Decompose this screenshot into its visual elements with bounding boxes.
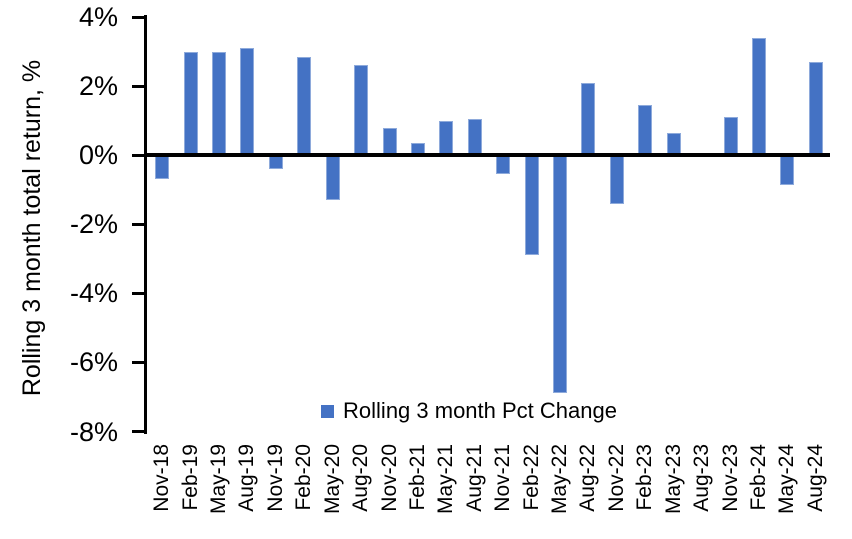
y-axis-line bbox=[143, 15, 147, 434]
x-axis-label-feb-23: Feb-23 bbox=[633, 444, 657, 511]
x-axis-label-may-22: May-22 bbox=[548, 444, 572, 515]
bar-feb-21 bbox=[410, 143, 425, 156]
bar-aug-21 bbox=[467, 118, 482, 156]
x-axis-label-nov-23: Nov-23 bbox=[718, 444, 742, 512]
y-axis-tick-mark bbox=[131, 430, 144, 433]
bar-aug-20 bbox=[354, 65, 369, 156]
y-axis-tick-label: 4% bbox=[78, 2, 118, 32]
bar-feb-23 bbox=[638, 105, 653, 156]
x-axis-label-aug-24: Aug-24 bbox=[803, 444, 827, 512]
bar-aug-19 bbox=[240, 48, 255, 156]
bar-may-23 bbox=[666, 132, 681, 156]
x-axis-label-feb-20: Feb-20 bbox=[292, 444, 316, 511]
bar-may-22 bbox=[553, 155, 568, 394]
bar-feb-20 bbox=[297, 56, 312, 156]
x-axis-label-nov-22: Nov-22 bbox=[604, 444, 628, 512]
bar-feb-24 bbox=[751, 37, 766, 156]
y-axis-tick-label: -8% bbox=[69, 416, 118, 447]
x-axis-label-feb-24: Feb-24 bbox=[746, 444, 770, 511]
legend-entry: Rolling 3 month Pct Change bbox=[321, 397, 617, 425]
x-axis-label-may-20: May-20 bbox=[320, 444, 344, 515]
bar-may-20 bbox=[325, 155, 340, 201]
x-axis-label-may-19: May-19 bbox=[207, 444, 231, 515]
legend-swatch-icon bbox=[321, 404, 335, 418]
bar-may-24 bbox=[780, 155, 795, 185]
x-axis-label-feb-22: Feb-22 bbox=[519, 444, 543, 511]
bar-may-21 bbox=[439, 120, 454, 156]
bar-feb-19 bbox=[183, 51, 198, 156]
y-axis-tick-label: 0% bbox=[78, 140, 118, 171]
x-axis-label-nov-18: Nov-18 bbox=[150, 444, 174, 512]
bar-feb-22 bbox=[524, 155, 539, 256]
y-axis-tick-label: -6% bbox=[69, 347, 118, 378]
x-axis-label-nov-19: Nov-19 bbox=[263, 444, 287, 512]
x-axis-label-feb-21: Feb-21 bbox=[405, 444, 429, 511]
bar-nov-23 bbox=[723, 117, 738, 156]
y-axis-tick-label: -2% bbox=[69, 209, 118, 240]
y-axis-tick-mark bbox=[131, 360, 144, 364]
x-axis-label-aug-19: Aug-19 bbox=[235, 444, 259, 512]
bar-nov-20 bbox=[382, 127, 397, 156]
x-axis-label-aug-22: Aug-22 bbox=[576, 444, 600, 512]
zero-axis-line bbox=[143, 153, 830, 158]
y-axis-tick-mark bbox=[131, 15, 144, 19]
legend: Rolling 3 month Pct Change bbox=[148, 397, 830, 425]
x-axis-label-may-21: May-21 bbox=[434, 444, 458, 515]
y-axis-tick-label: 2% bbox=[78, 71, 118, 102]
y-axis-tick-mark bbox=[131, 84, 144, 88]
x-axis-label-may-23: May-23 bbox=[661, 444, 685, 515]
x-axis-label-feb-19: Feb-19 bbox=[178, 444, 202, 511]
legend-label: Rolling 3 month Pct Change bbox=[343, 398, 617, 423]
y-axis-tick-mark bbox=[131, 291, 144, 295]
y-axis-tick-label: -4% bbox=[69, 278, 118, 309]
x-axis-label-aug-21: Aug-21 bbox=[462, 444, 486, 512]
x-axis-label-aug-23: Aug-23 bbox=[690, 444, 714, 512]
bar-nov-19 bbox=[268, 155, 283, 169]
x-axis-label-aug-20: Aug-20 bbox=[349, 444, 373, 512]
x-axis-label-nov-21: Nov-21 bbox=[491, 444, 515, 512]
bar-aug-24 bbox=[808, 61, 823, 156]
y-axis-tick-mark bbox=[131, 153, 144, 157]
x-axis-label-nov-20: Nov-20 bbox=[377, 444, 401, 512]
bar-aug-22 bbox=[581, 82, 596, 156]
bar-nov-21 bbox=[496, 155, 511, 175]
bar-may-19 bbox=[212, 51, 227, 156]
bar-nov-22 bbox=[609, 155, 624, 204]
bar-nov-18 bbox=[155, 155, 170, 180]
x-axis-label-may-24: May-24 bbox=[775, 444, 799, 515]
y-axis-tick-mark bbox=[131, 222, 144, 226]
